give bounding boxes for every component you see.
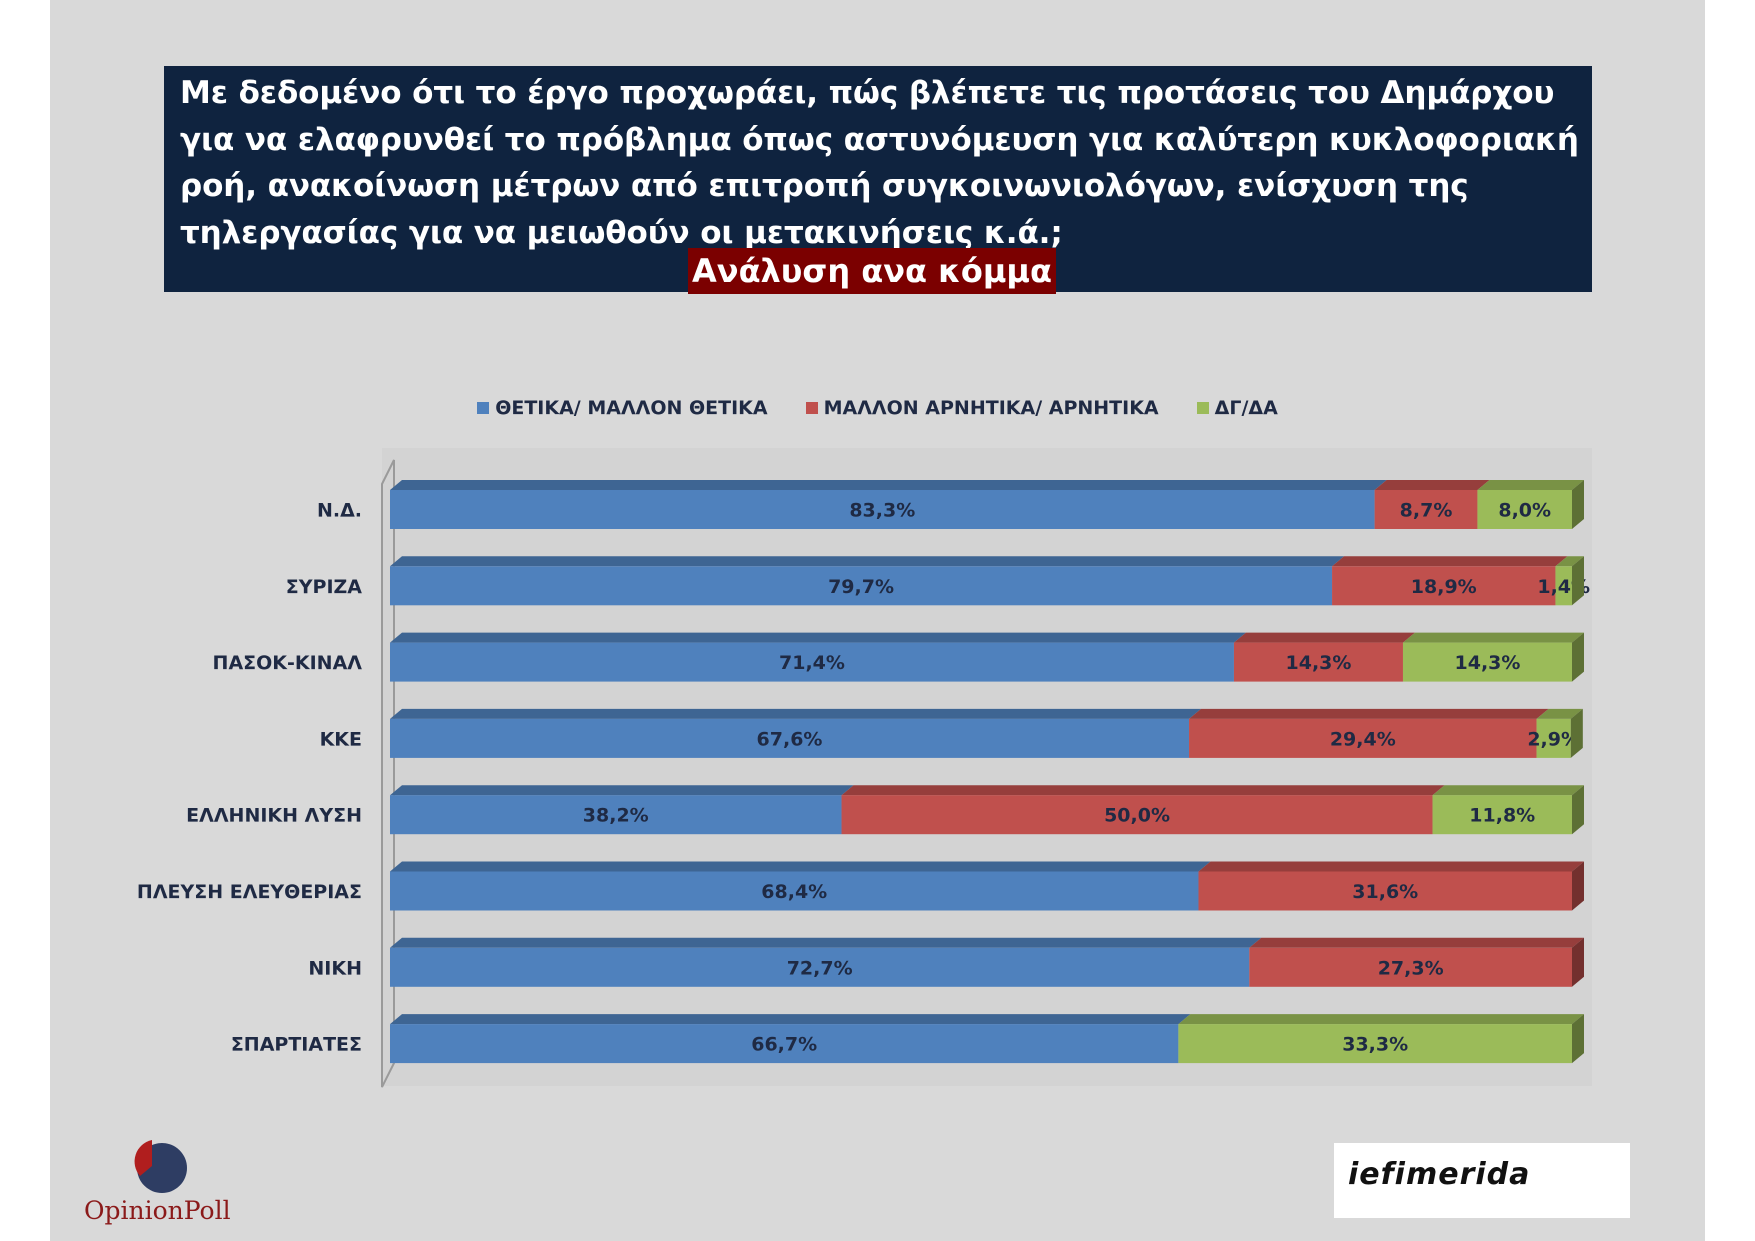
data-label: 18,9% — [1411, 576, 1477, 598]
data-label: 14,3% — [1455, 652, 1521, 674]
chart-axis-wall — [381, 459, 395, 1088]
bar-segment — [390, 947, 1250, 987]
data-label: 31,6% — [1352, 881, 1418, 903]
category-label: ΠΑΣΟΚ-ΚΙΝΑΛ — [213, 652, 363, 674]
question-text: Με δεδομένο ότι το έργο προχωράει, πώς β… — [180, 75, 1579, 251]
category-label: ΝΙΚΗ — [308, 957, 362, 979]
data-label: 50,0% — [1104, 805, 1170, 827]
bar-segment — [390, 642, 1234, 682]
bar-segment — [390, 566, 1333, 606]
bar-segment — [1189, 718, 1537, 758]
data-label: 72,7% — [787, 957, 853, 979]
opinionpoll-logo-icon — [134, 1140, 187, 1193]
bar-top-1 — [1189, 708, 1549, 719]
data-label: 68,4% — [761, 881, 827, 903]
bar-segment — [1249, 947, 1572, 987]
bar-segment — [1477, 490, 1572, 529]
bar-side-2 — [1572, 785, 1584, 835]
bar-top-2 — [1178, 1014, 1584, 1025]
category-label: ΕΛΛΗΝΙΚΗ ΛΥΣΗ — [186, 805, 362, 827]
iefimerida-logo-text: iefimerida — [1348, 1157, 1531, 1192]
data-label: 67,6% — [757, 728, 823, 750]
bar-top-0 — [390, 785, 854, 796]
legend-item-dk: ΔΓ/ΔΑ — [1196, 390, 1278, 426]
bar-segment — [1432, 795, 1572, 835]
bar-segment — [390, 1024, 1179, 1064]
bar-top-1 — [1233, 632, 1415, 643]
bar-top-0 — [390, 937, 1262, 948]
bar-top-1 — [1249, 937, 1584, 948]
legend-swatch-dk — [1196, 402, 1209, 414]
bar-segment — [1536, 718, 1571, 758]
bar-top-2 — [1432, 785, 1584, 796]
bar-segment — [390, 718, 1190, 758]
bar-side-2 — [1572, 1014, 1584, 1064]
data-label: 11,8% — [1469, 805, 1535, 827]
bar-side-2 — [1572, 556, 1584, 606]
iefimerida-logo: iefimerida — [1334, 1143, 1630, 1218]
category-label: ΣΥΡΙΖΑ — [286, 576, 363, 598]
legend-item-positive: ΘΕΤΙΚΑ/ ΜΑΛΛΟΝ ΘΕΤΙΚΑ — [477, 390, 768, 426]
data-label: 14,3% — [1286, 652, 1352, 674]
bar-side-1 — [1572, 861, 1584, 911]
bar-side-2 — [1572, 480, 1584, 529]
bar-segment — [1402, 642, 1572, 682]
legend-label-negative: ΜΑΛΛΟΝ ΑΡΝΗΤΙΚΑ/ ΑΡΝΗΤΙΚΑ — [823, 397, 1159, 419]
bar-top-1 — [1374, 480, 1490, 490]
bar-side-2 — [1570, 708, 1583, 758]
category-label: ΣΠΑΡΤΙΑΤΕΣ — [231, 1034, 362, 1056]
bar-segment — [1233, 642, 1403, 682]
category-label: ΠΛΕΥΣΗ ΕΛΕΥΘΕΡΙΑΣ — [137, 881, 362, 903]
legend-label-positive: ΘΕΤΙΚΑ/ ΜΑΛΛΟΝ ΘΕΤΙΚΑ — [495, 397, 768, 419]
bar-top-0 — [390, 480, 1387, 490]
data-label: 8,7% — [1400, 500, 1453, 522]
bar-top-2 — [1555, 556, 1584, 567]
category-label: Ν.Δ. — [317, 500, 362, 522]
bar-segment — [390, 871, 1199, 911]
data-label: 66,7% — [751, 1034, 817, 1056]
legend-item-negative: ΜΑΛΛΟΝ ΑΡΝΗΤΙΚΑ/ ΑΡΝΗΤΙΚΑ — [805, 390, 1159, 426]
data-label: 38,2% — [583, 805, 649, 827]
bar-top-0 — [390, 632, 1246, 643]
subtitle-badge: Ανάλυση ανα κόμμα — [688, 248, 1056, 294]
opinionpoll-logo-text: OpinionPoll — [84, 1196, 231, 1225]
data-label: 29,4% — [1330, 728, 1396, 750]
bar-side-2 — [1572, 632, 1584, 682]
bar-top-2 — [1536, 708, 1583, 719]
bar-top-1 — [1332, 556, 1568, 567]
bar-segment — [1374, 490, 1478, 529]
bar-segment — [1198, 871, 1572, 911]
bar-side-1 — [1572, 937, 1584, 987]
bar-top-2 — [1402, 632, 1584, 643]
bar-top-0 — [390, 708, 1202, 719]
data-label: 79,7% — [828, 576, 894, 598]
legend-swatch-positive — [477, 402, 490, 414]
bar-segment — [1178, 1024, 1572, 1064]
bar-segment — [390, 490, 1375, 529]
data-label: 2,9% — [1527, 728, 1580, 750]
question-box: Με δεδομένο ότι το έργο προχωράει, πώς β… — [164, 66, 1592, 294]
legend-swatch-negative — [805, 402, 818, 414]
chart-legend: ΘΕΤΙΚΑ/ ΜΑΛΛΟΝ ΘΕΤΙΚΑ ΜΑΛΛΟΝ ΑΡΝΗΤΙΚΑ/ Α… — [0, 390, 1755, 426]
bar-segment — [841, 795, 1433, 835]
bar-top-0 — [390, 1014, 1191, 1025]
bar-top-0 — [390, 556, 1345, 567]
data-label: 8,0% — [1498, 500, 1551, 522]
bar-top-2 — [1477, 480, 1584, 490]
bar-segment — [390, 795, 842, 835]
bar-segment — [1555, 566, 1572, 606]
opinionpoll-logo: OpinionPoll — [78, 1136, 238, 1236]
bar-top-1 — [841, 785, 1445, 796]
bar-top-1 — [1198, 861, 1584, 872]
bar-top-0 — [390, 861, 1211, 872]
data-label: 71,4% — [779, 652, 845, 674]
legend-label-dk: ΔΓ/ΔΑ — [1214, 397, 1278, 419]
bar-segment — [1332, 566, 1556, 606]
data-label: 33,3% — [1342, 1034, 1408, 1056]
data-label: 27,3% — [1378, 957, 1444, 979]
data-label: 83,3% — [849, 500, 915, 522]
category-label: ΚΚΕ — [320, 728, 362, 750]
